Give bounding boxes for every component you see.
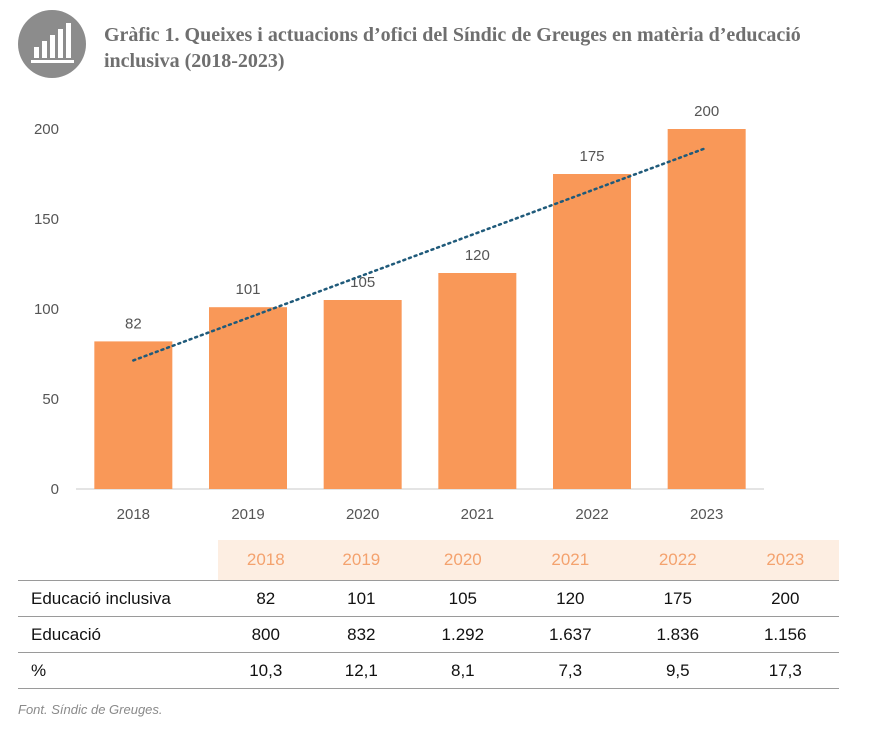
- table-header-blank: [18, 540, 218, 581]
- bar: [667, 129, 746, 489]
- bar-chart: 0 50 100 150 200 82 2018 101 2019 105 2020 120 2021 1…: [34, 103, 764, 523]
- chart-title: Gràfic 1. Queixes i actuacions d’ofici d…: [104, 24, 801, 72]
- row-label: Educació inclusiva: [31, 588, 171, 608]
- table-cell: 832: [347, 624, 376, 644]
- source-note: Font. Síndic de Greuges.: [18, 702, 163, 717]
- bar: [94, 341, 173, 489]
- table-cell: 82: [256, 588, 276, 608]
- table-row-educacio: Educació 800 832 1.292 1.637 1.836 1.156: [18, 616, 839, 653]
- table-row-percent: % 10,3 12,1 8,1 7,3 9,5 17,3: [18, 652, 839, 689]
- row-label: %: [31, 660, 47, 680]
- data-table: 2018 2019 2020 2021 2022 2023 Educació i…: [18, 540, 839, 689]
- data-label: 200: [694, 103, 719, 120]
- table-header-2023: 2023: [731, 540, 839, 581]
- table-cell: 800: [251, 624, 280, 644]
- y-tick-label: 100: [34, 301, 59, 318]
- trendline: [132, 146, 708, 362]
- y-tick-label: 50: [42, 391, 59, 408]
- y-tick-label: 200: [34, 121, 59, 138]
- table-cell: 200: [771, 588, 800, 608]
- table-row-educacio-inclusiva: Educació inclusiva 82 101 105 120 175 20…: [18, 580, 839, 617]
- x-tick-label: 2021: [461, 506, 494, 523]
- table-cell: 12,1: [344, 660, 378, 680]
- data-label: 175: [579, 148, 604, 165]
- x-tick-label: 2020: [346, 506, 379, 523]
- x-tick-label: 2019: [231, 506, 264, 523]
- table-header-2018: 2018: [218, 540, 314, 581]
- bar-chart-icon: [18, 10, 86, 78]
- data-label: 105: [350, 274, 375, 291]
- data-label: 120: [465, 247, 490, 264]
- bar: [209, 307, 287, 489]
- table-header-2020: 2020: [409, 540, 517, 581]
- bar: [553, 174, 631, 489]
- table-cell: 1.637: [549, 624, 592, 644]
- x-tick-label: 2023: [690, 506, 723, 523]
- chart-header: Gràfic 1. Queixes i actuacions d’ofici d…: [18, 10, 868, 80]
- table-header-2019: 2019: [313, 540, 410, 581]
- table-cell: 8,1: [451, 660, 475, 680]
- table-header-2021: 2021: [516, 540, 625, 581]
- y-tick-label: 150: [34, 211, 59, 228]
- table-cell: 1.836: [656, 624, 700, 644]
- data-label: 82: [125, 315, 142, 332]
- table-cell: 105: [448, 588, 478, 608]
- table-cell: 1.156: [763, 624, 807, 644]
- x-tick-label: 2022: [575, 506, 608, 523]
- table-cell: 10,3: [249, 660, 283, 680]
- x-tick-label: 2018: [117, 506, 150, 523]
- table-cell: 175: [663, 588, 692, 608]
- bar: [323, 300, 402, 489]
- y-tick-label: 0: [51, 481, 59, 498]
- table-cell: 9,5: [665, 660, 690, 680]
- table-header-row: 2018 2019 2020 2021 2022 2023: [18, 540, 839, 581]
- data-label: 101: [235, 281, 260, 298]
- table-cell: 17,3: [768, 660, 802, 680]
- row-label: Educació: [31, 624, 101, 644]
- bar: [438, 273, 517, 489]
- table-header-2022: 2022: [624, 540, 732, 581]
- table-cell: 1.292: [441, 624, 485, 644]
- table-cell: 7,3: [558, 660, 583, 680]
- table-cell: 120: [556, 588, 585, 608]
- table-cell: 101: [347, 588, 376, 608]
